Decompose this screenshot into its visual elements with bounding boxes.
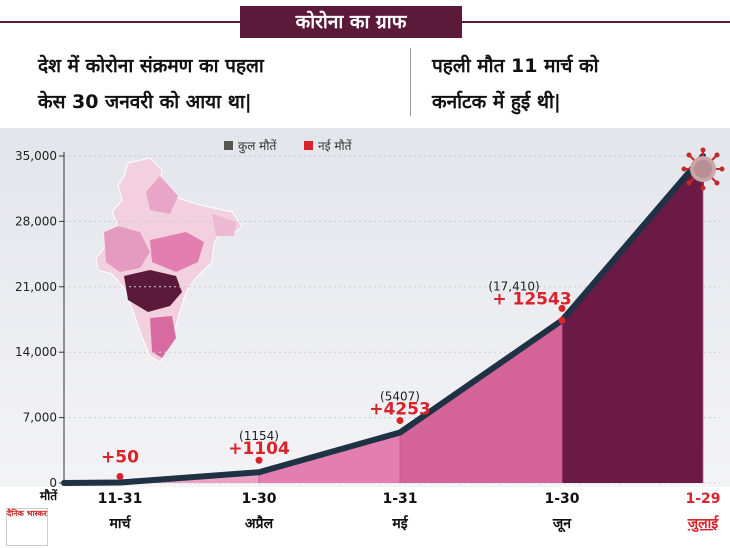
total-deaths-label: (5407) xyxy=(380,389,420,403)
y-tick-label: 14,000 xyxy=(15,345,57,359)
x-category-month: मार्च xyxy=(109,515,132,532)
total-deaths-line-group xyxy=(61,153,706,486)
new-deaths-label: +4253 xyxy=(369,399,431,419)
virus-icon xyxy=(681,147,725,191)
info-separator xyxy=(410,48,411,116)
new-deaths-label: +1104 xyxy=(228,439,290,459)
legend-total-swatch xyxy=(224,141,233,150)
deaths-chart: कुल मौतें नई मौतें 0 7,000 14,000 21,000 28,… xyxy=(0,128,730,548)
data-point-marker xyxy=(558,316,566,324)
logo-text: दैनिक भास्कर xyxy=(7,509,47,518)
first-case-line2: केस 30 जनवरी को आया था| xyxy=(38,91,252,113)
area-segment xyxy=(562,156,703,483)
data-point-marker xyxy=(255,456,263,464)
x-category-range: 1-29 xyxy=(685,491,720,507)
chart-legend: कुल मौतें नई मौतें xyxy=(224,139,353,154)
first-case-line1: देश में कोरोना संक्रमण का पहला xyxy=(38,55,264,77)
total-deaths-label: (1154) xyxy=(239,429,279,443)
legend-new-label: नई मौतें xyxy=(318,139,353,153)
y-axis: 0 7,000 14,000 21,000 28,000 35,000 xyxy=(15,149,65,490)
y-tick-label: 0 xyxy=(49,476,57,490)
x-category-range: 1-31 xyxy=(382,491,417,507)
y-tick-label: 28,000 xyxy=(15,214,57,228)
x-category-month: जुलाई xyxy=(687,515,720,533)
legend-new-swatch xyxy=(304,141,313,150)
x-row-label: मौतें xyxy=(39,489,58,503)
total-deaths-line xyxy=(61,153,706,486)
x-category-range: 11-31 xyxy=(98,491,143,507)
data-point-marker xyxy=(396,416,404,424)
data-labels: +50 +1104(1154) +4253(5407) + 12543(17,410)… xyxy=(101,279,572,468)
period-dividers xyxy=(119,156,704,483)
x-axis-band xyxy=(0,487,730,548)
dainik-bhaskar-logo: दैनिक भास्कर xyxy=(6,508,48,546)
data-point-marker xyxy=(116,473,124,481)
x-axis: 11-31 मार्च 1-30 अप्रैल 1-31 मई 1-30 जून 1-29 जुल… xyxy=(98,491,721,533)
banner-rule-right xyxy=(462,21,730,23)
area-fills xyxy=(64,156,703,483)
y-tick-label: 21,000 xyxy=(15,280,57,294)
india-map-graphic xyxy=(95,157,243,363)
y-tick-label: 35,000 xyxy=(15,149,57,163)
x-category-month: मई xyxy=(391,515,408,532)
new-deaths-label: + 12543 xyxy=(492,289,571,309)
first-case-note: देश में कोरोना संक्रमण का पहला केस 30 जन… xyxy=(38,48,264,120)
legend-total-label: कुल मौतें xyxy=(238,139,277,154)
data-point-marker xyxy=(558,304,566,312)
new-deaths-label: +50 xyxy=(101,448,139,468)
x-category-range: 1-30 xyxy=(544,491,579,507)
banner-rule-left xyxy=(0,21,240,23)
first-death-note: पहली मौत 11 मार्च को कर्नाटक में हुई थी| xyxy=(432,48,599,120)
first-death-line2: कर्नाटक में हुई थी| xyxy=(432,91,561,113)
area-segment xyxy=(400,320,562,483)
x-category-range: 1-30 xyxy=(241,491,276,507)
total-deaths-label: (17,410) xyxy=(488,279,539,293)
y-tick-label: 7,000 xyxy=(23,411,57,425)
x-category-month: अप्रैल xyxy=(245,515,274,532)
first-death-line1: पहली मौत 11 मार्च को xyxy=(432,55,599,77)
data-markers xyxy=(116,304,566,481)
x-category-month: जून xyxy=(552,516,572,533)
chart-title-banner: कोरोना का ग्राफ xyxy=(240,6,462,38)
